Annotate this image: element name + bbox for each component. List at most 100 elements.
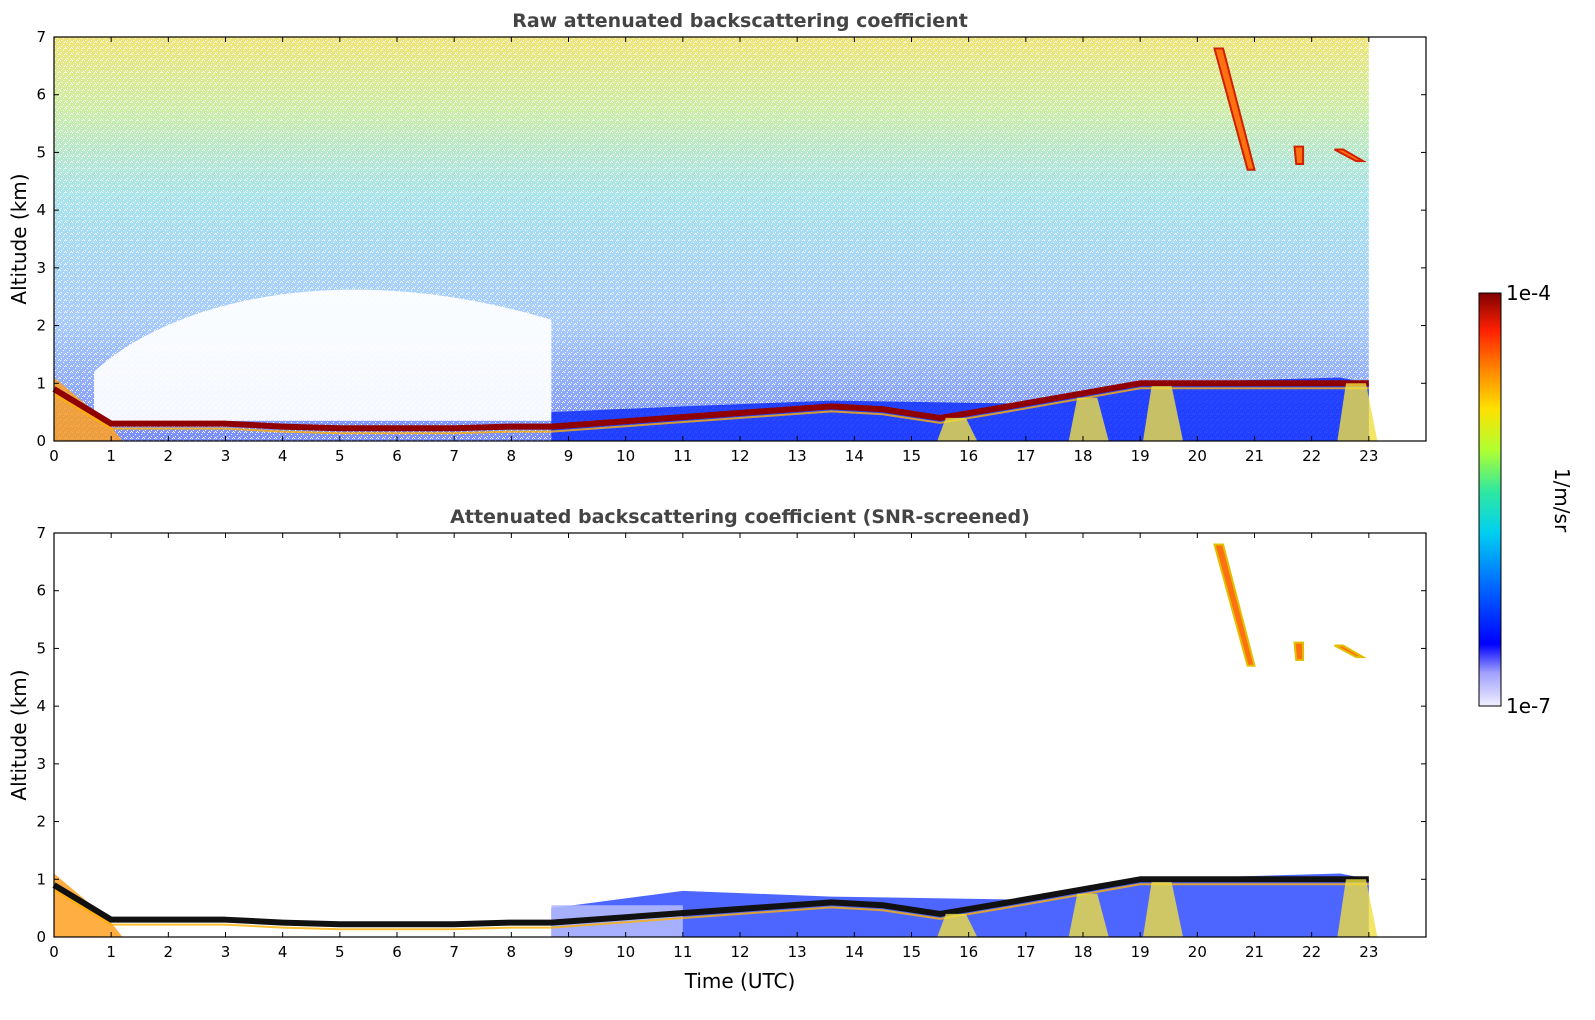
y-tick-label: 3 — [36, 259, 46, 277]
x-tick-label: 12 — [730, 943, 749, 961]
chart-title: Attenuated backscattering coefficient (S… — [450, 506, 1030, 528]
x-tick-label: 15 — [902, 447, 921, 465]
x-tick-label: 20 — [1188, 943, 1207, 961]
aerosol-plume — [937, 913, 978, 937]
x-axis-label: Time (UTC) — [684, 969, 796, 993]
colorbar-gradient — [1478, 292, 1502, 707]
x-tick-label: 20 — [1188, 447, 1207, 465]
cirrus-cloud — [1293, 641, 1305, 661]
boundary-layer-edge — [53, 387, 1369, 435]
x-tick-label: 18 — [1073, 447, 1092, 465]
raw-backscatter-panel: Raw attenuated backscattering coefficien… — [7, 10, 1427, 465]
cirrus-cloud — [1334, 148, 1367, 163]
x-tick-label: 10 — [616, 943, 635, 961]
x-tick-label: 21 — [1245, 943, 1264, 961]
x-tick-label: 4 — [278, 447, 288, 465]
colorbar-max-label: 1e-4 — [1506, 281, 1551, 305]
x-tick-label: 3 — [221, 447, 231, 465]
y-axis-ticks: 0 1 2 3 4 5 6 7 — [36, 28, 1426, 450]
y-tick-label: 4 — [36, 697, 46, 715]
x-axis-ticks: 0 1 2 3 4 5 6 7 8 9 10 11 12 13 14 15 16 17 18 19 20 21 22 23 — [49, 533, 1378, 961]
y-tick-label: 1 — [36, 374, 46, 392]
aerosol-plume — [1337, 383, 1378, 441]
y-tick-label: 5 — [36, 639, 46, 657]
x-tick-label: 5 — [335, 943, 345, 961]
x-tick-label: 8 — [507, 943, 517, 961]
boundary-layer-top — [52, 380, 1369, 432]
x-tick-label: 2 — [164, 943, 174, 961]
x-tick-label: 7 — [449, 447, 459, 465]
x-tick-label: 11 — [673, 447, 692, 465]
y-tick-label: 0 — [36, 432, 46, 450]
aerosol-plume — [937, 417, 978, 441]
x-tick-label: 11 — [673, 943, 692, 961]
x-tick-label: 17 — [1016, 447, 1035, 465]
cirrus-cloud — [1213, 47, 1256, 171]
y-axis-label: Altitude (km) — [7, 173, 31, 304]
y-axis-ticks: 0 1 2 3 4 5 6 7 — [36, 524, 1426, 946]
aerosol-plume — [1068, 893, 1109, 937]
x-tick-label: 0 — [49, 943, 59, 961]
x-tick-label: 19 — [1131, 447, 1150, 465]
y-tick-label: 1 — [36, 870, 46, 888]
x-tick-label: 5 — [335, 447, 345, 465]
y-tick-label: 6 — [36, 582, 46, 600]
colorbar-unit-label: 1/m/sr — [1550, 468, 1574, 533]
x-tick-label: 1 — [106, 943, 116, 961]
x-tick-label: 14 — [845, 447, 864, 465]
snr-screened-panel: Attenuated backscattering coefficient (S… — [7, 506, 1427, 993]
x-tick-label: 17 — [1016, 943, 1035, 961]
x-tick-label: 13 — [788, 447, 807, 465]
y-tick-label: 2 — [36, 813, 46, 831]
y-tick-label: 2 — [36, 317, 46, 335]
chart-title: Raw attenuated backscattering coefficien… — [512, 10, 968, 32]
x-tick-label: 3 — [221, 943, 231, 961]
x-tick-label: 12 — [730, 447, 749, 465]
x-tick-label: 4 — [278, 943, 288, 961]
boundary-layer-top — [52, 876, 1369, 928]
y-tick-label: 7 — [36, 28, 46, 46]
x-tick-label: 1 — [106, 447, 116, 465]
x-tick-label: 13 — [788, 943, 807, 961]
backscatter-heatmap — [52, 37, 1378, 441]
aerosol-plume — [1143, 386, 1184, 441]
x-tick-label: 22 — [1302, 943, 1321, 961]
x-tick-label: 6 — [392, 447, 402, 465]
x-tick-label: 15 — [902, 943, 921, 961]
y-tick-label: 6 — [36, 86, 46, 104]
x-tick-label: 19 — [1131, 943, 1150, 961]
x-tick-label: 10 — [616, 447, 635, 465]
x-tick-label: 14 — [845, 943, 864, 961]
cirrus-cloud — [1334, 644, 1367, 659]
x-tick-label: 7 — [449, 943, 459, 961]
x-tick-label: 16 — [959, 447, 978, 465]
aerosol-plume — [1143, 882, 1184, 937]
x-tick-label: 18 — [1073, 943, 1092, 961]
cirrus-cloud — [1213, 543, 1256, 667]
x-tick-label: 22 — [1302, 447, 1321, 465]
x-tick-label: 23 — [1359, 943, 1378, 961]
x-tick-label: 23 — [1359, 447, 1378, 465]
aerosol-plume — [1337, 879, 1378, 937]
noise-speckle — [54, 37, 1369, 441]
y-axis-label: Altitude (km) — [7, 669, 31, 800]
x-axis-ticks: 0 1 2 3 4 5 6 7 8 9 10 11 12 13 14 15 16 17 18 19 20 21 22 23 — [49, 37, 1378, 465]
x-tick-label: 8 — [507, 447, 517, 465]
y-tick-label: 0 — [36, 928, 46, 946]
x-tick-label: 21 — [1245, 447, 1264, 465]
x-tick-label: 0 — [49, 447, 59, 465]
x-tick-label: 9 — [564, 943, 574, 961]
x-tick-label: 16 — [959, 943, 978, 961]
y-tick-label: 4 — [36, 201, 46, 219]
colorbar-min-label: 1e-7 — [1506, 694, 1551, 718]
colorbar: 1e-4 1e-7 1/m/sr — [1478, 281, 1574, 718]
y-tick-label: 3 — [36, 755, 46, 773]
boundary-layer-edge — [53, 883, 1369, 931]
backscatter-heatmap — [52, 543, 1378, 937]
x-tick-label: 9 — [564, 447, 574, 465]
x-tick-label: 2 — [164, 447, 174, 465]
cirrus-cloud — [1293, 145, 1305, 165]
y-tick-label: 7 — [36, 524, 46, 542]
x-tick-label: 6 — [392, 943, 402, 961]
